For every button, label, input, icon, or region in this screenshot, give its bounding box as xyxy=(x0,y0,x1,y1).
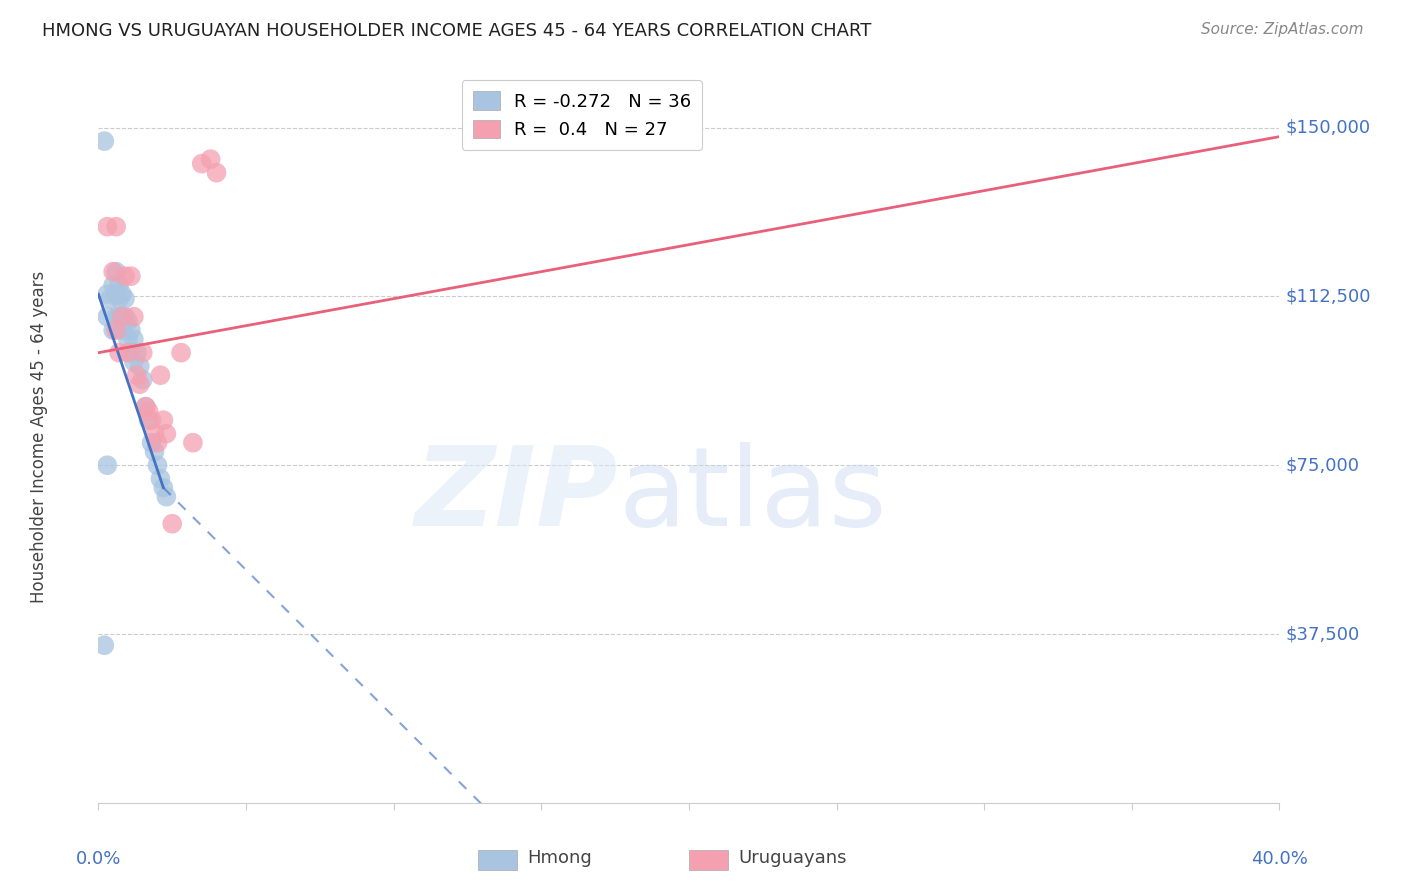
Point xyxy=(117,332,139,346)
Point xyxy=(122,332,145,346)
Point xyxy=(132,373,155,387)
Point xyxy=(105,219,128,234)
Point xyxy=(114,292,136,306)
Point xyxy=(141,435,163,450)
Point xyxy=(132,345,155,359)
Point xyxy=(138,404,160,418)
Text: Uruguayans: Uruguayans xyxy=(738,849,846,867)
Point xyxy=(103,323,125,337)
Text: Source: ZipAtlas.com: Source: ZipAtlas.com xyxy=(1201,22,1364,37)
Point xyxy=(200,152,222,166)
Point xyxy=(125,368,148,383)
Text: 40.0%: 40.0% xyxy=(1251,850,1308,868)
Point xyxy=(111,310,134,324)
Point xyxy=(155,426,177,441)
Point xyxy=(135,400,157,414)
Point xyxy=(120,323,142,337)
Point xyxy=(114,310,136,324)
Point xyxy=(149,368,172,383)
Legend: R = -0.272   N = 36, R =  0.4   N = 27: R = -0.272 N = 36, R = 0.4 N = 27 xyxy=(461,80,702,150)
Text: atlas: atlas xyxy=(619,442,887,549)
Point xyxy=(128,377,150,392)
Point xyxy=(111,323,134,337)
Text: $150,000: $150,000 xyxy=(1285,119,1371,136)
Text: Hmong: Hmong xyxy=(527,849,592,867)
Point xyxy=(120,345,142,359)
Point xyxy=(96,310,118,324)
Point xyxy=(103,278,125,293)
Point xyxy=(117,314,139,328)
Point xyxy=(105,323,128,337)
Point xyxy=(96,458,118,473)
Point xyxy=(155,490,177,504)
Point xyxy=(143,426,166,441)
Point xyxy=(205,166,228,180)
Point xyxy=(141,413,163,427)
Point xyxy=(108,345,131,359)
Point xyxy=(96,219,118,234)
Text: ZIP: ZIP xyxy=(415,442,619,549)
Point xyxy=(138,413,160,427)
Point xyxy=(128,359,150,374)
Point xyxy=(120,269,142,284)
Point xyxy=(108,310,131,324)
Point xyxy=(122,310,145,324)
Text: HMONG VS URUGUAYAN HOUSEHOLDER INCOME AGES 45 - 64 YEARS CORRELATION CHART: HMONG VS URUGUAYAN HOUSEHOLDER INCOME AG… xyxy=(42,22,872,40)
Point xyxy=(143,444,166,458)
Point xyxy=(170,345,193,359)
Point xyxy=(96,287,118,301)
Point xyxy=(162,516,183,531)
Point xyxy=(108,292,131,306)
Point xyxy=(152,413,174,427)
Point xyxy=(93,638,115,652)
Text: $112,500: $112,500 xyxy=(1285,287,1371,305)
Point xyxy=(135,400,157,414)
Point xyxy=(146,458,169,473)
Text: 0.0%: 0.0% xyxy=(76,850,121,868)
Point xyxy=(117,345,139,359)
Point xyxy=(191,156,214,170)
Point xyxy=(149,472,172,486)
Point xyxy=(122,354,145,368)
Point xyxy=(103,265,125,279)
Point xyxy=(98,292,121,306)
Text: Householder Income Ages 45 - 64 years: Householder Income Ages 45 - 64 years xyxy=(31,271,48,603)
Point xyxy=(105,310,128,324)
Point xyxy=(146,435,169,450)
Point xyxy=(108,278,131,293)
Point xyxy=(125,345,148,359)
Point xyxy=(181,435,204,450)
Point xyxy=(93,134,115,148)
Point xyxy=(105,265,128,279)
Point xyxy=(111,287,134,301)
Text: $75,000: $75,000 xyxy=(1285,456,1360,475)
Point xyxy=(152,481,174,495)
Point xyxy=(105,287,128,301)
Point xyxy=(111,310,134,324)
Point xyxy=(114,269,136,284)
Text: $37,500: $37,500 xyxy=(1285,625,1360,643)
